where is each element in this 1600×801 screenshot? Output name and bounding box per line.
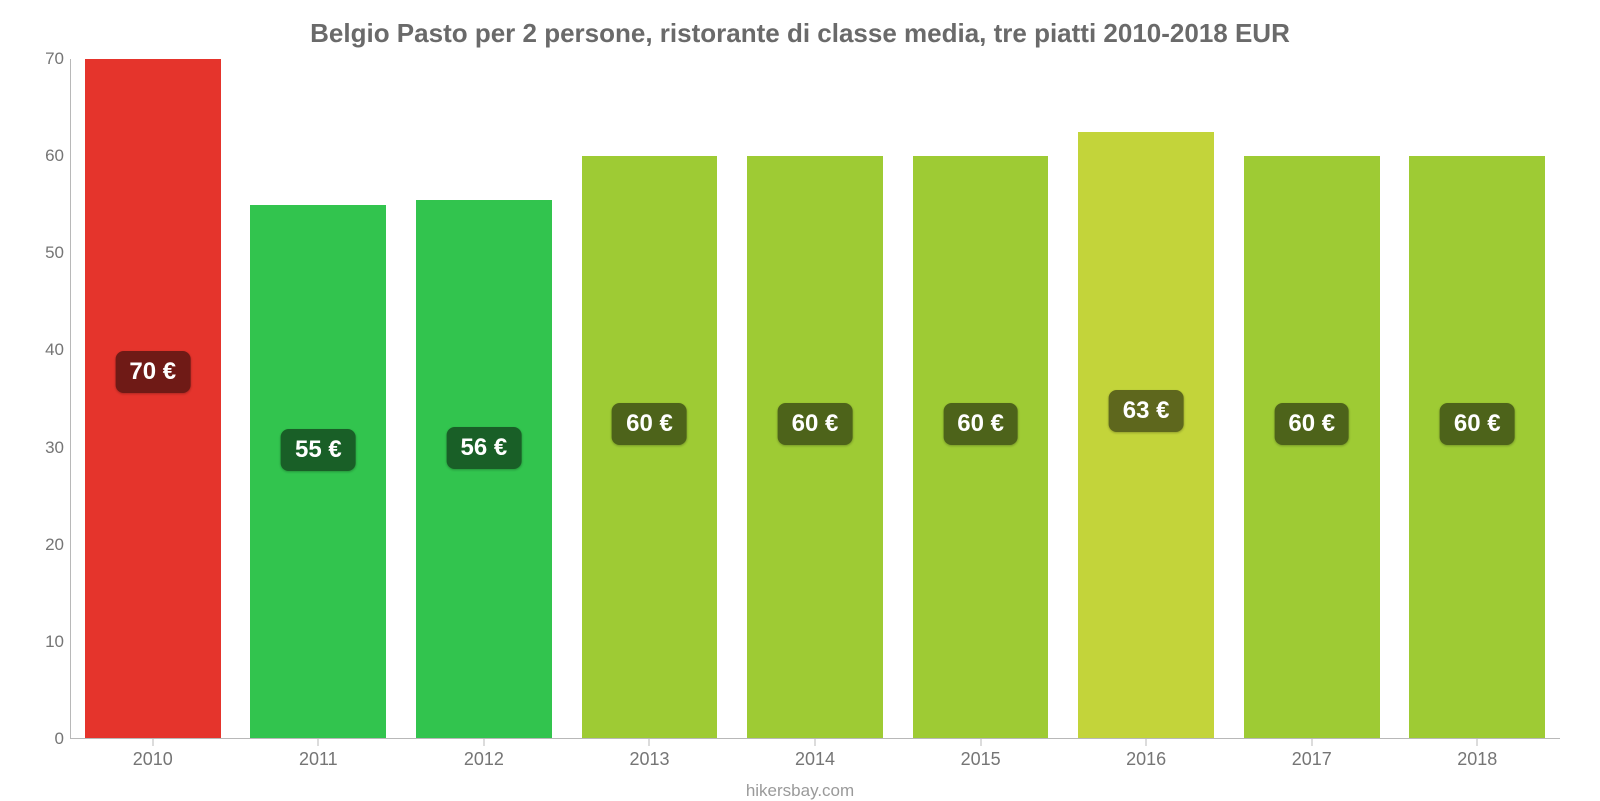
bar-slot: 63 €: [1063, 59, 1229, 739]
y-tick-label: 10: [45, 632, 64, 652]
y-tick-label: 40: [45, 340, 64, 360]
chart-title: Belgio Pasto per 2 persone, ristorante d…: [30, 18, 1570, 49]
x-tick-label: 2011: [236, 739, 402, 779]
bar: 63 €: [1078, 132, 1214, 739]
bar: 55 €: [250, 205, 386, 739]
bar-value-badge: 60 €: [612, 403, 687, 445]
y-tick-label: 50: [45, 243, 64, 263]
bar-slot: 56 €: [401, 59, 567, 739]
y-tick-label: 60: [45, 146, 64, 166]
bar: 56 €: [416, 200, 552, 739]
bar-value-badge: 56 €: [447, 427, 522, 469]
bar: 60 €: [747, 156, 883, 739]
bar: 60 €: [913, 156, 1049, 739]
bar-value-badge: 63 €: [1109, 390, 1184, 432]
x-tick: [980, 739, 981, 746]
y-tick-label: 30: [45, 438, 64, 458]
plot-area: 010203040506070 70 €55 €56 €60 €60 €60 €…: [70, 59, 1560, 739]
source-label: hikersbay.com: [30, 781, 1570, 801]
bar-slot: 60 €: [1395, 59, 1561, 739]
x-tick-label: 2010: [70, 739, 236, 779]
bar-value-badge: 55 €: [281, 429, 356, 471]
x-tick-label: 2018: [1395, 739, 1561, 779]
y-axis: 010203040506070: [30, 59, 70, 739]
bar-value-badge: 60 €: [1274, 403, 1349, 445]
x-axis-labels: 201020112012201320142015201620172018: [70, 739, 1560, 779]
x-tick: [152, 739, 153, 746]
bar-slot: 60 €: [567, 59, 733, 739]
y-tick-label: 0: [55, 729, 64, 749]
x-tick: [483, 739, 484, 746]
bar-value-badge: 60 €: [778, 403, 853, 445]
bar: 60 €: [1409, 156, 1545, 739]
bar-slot: 60 €: [1229, 59, 1395, 739]
x-tick-label: 2017: [1229, 739, 1395, 779]
bar-slot: 60 €: [898, 59, 1064, 739]
bar-value-badge: 70 €: [115, 351, 190, 393]
x-tick-label: 2015: [898, 739, 1064, 779]
x-tick-label: 2016: [1063, 739, 1229, 779]
bar-slot: 60 €: [732, 59, 898, 739]
x-tick: [649, 739, 650, 746]
x-tick-label: 2013: [567, 739, 733, 779]
bar: 60 €: [582, 156, 718, 739]
y-tick-label: 20: [45, 535, 64, 555]
x-tick: [318, 739, 319, 746]
bar: 60 €: [1244, 156, 1380, 739]
bar-slot: 55 €: [236, 59, 402, 739]
x-tick: [1146, 739, 1147, 746]
x-tick-label: 2014: [732, 739, 898, 779]
bar-slot: 70 €: [70, 59, 236, 739]
x-tick: [1311, 739, 1312, 746]
x-tick-label: 2012: [401, 739, 567, 779]
x-tick: [815, 739, 816, 746]
bars-row: 70 € 55 € 56 € 60 € 60 € 60 € 63 € 60 € 60 €: [70, 59, 1560, 739]
x-tick: [1477, 739, 1478, 746]
y-tick-label: 70: [45, 49, 64, 69]
bar-value-badge: 60 €: [1440, 403, 1515, 445]
bar: 70 €: [85, 59, 221, 739]
chart-container: Belgio Pasto per 2 persone, ristorante d…: [0, 0, 1600, 800]
bar-value-badge: 60 €: [943, 403, 1018, 445]
